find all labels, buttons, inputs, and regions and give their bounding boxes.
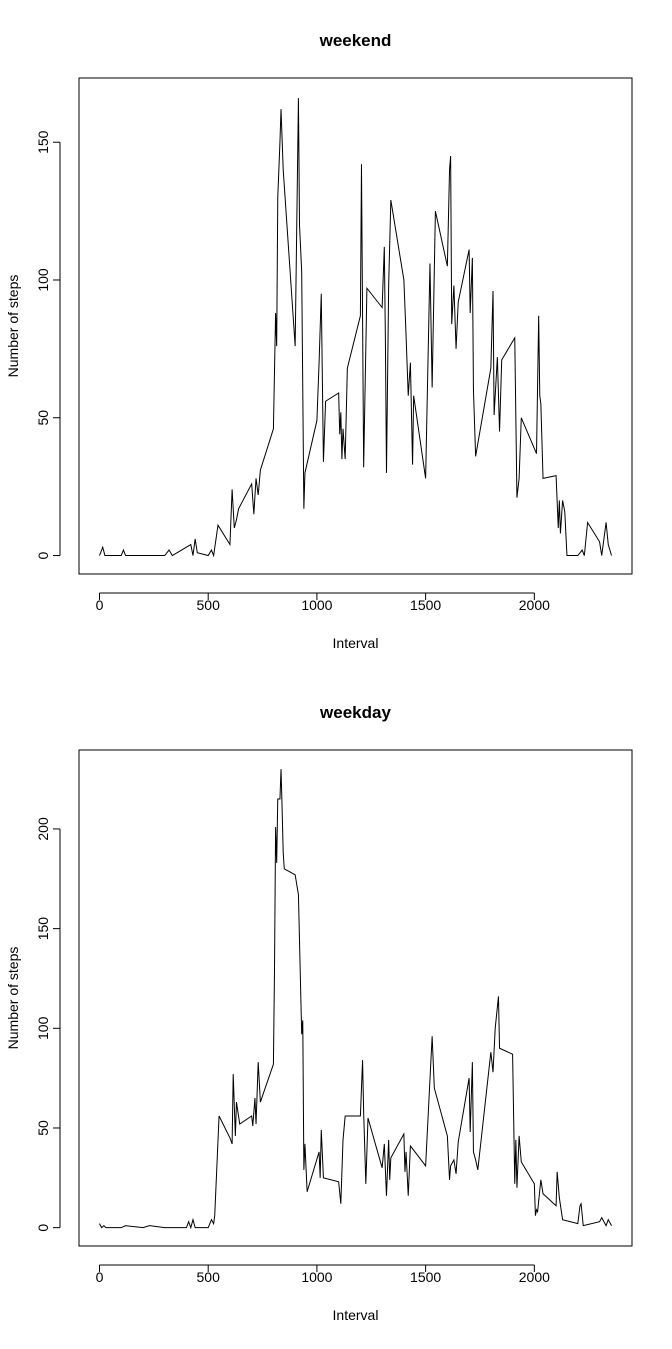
x-tick-label: 500 [197,597,221,613]
x-tick-label: 0 [96,1269,104,1285]
y-tick-label: 50 [35,1120,51,1136]
chart-title: weekday [319,703,391,722]
y-tick-label: 0 [35,1224,51,1232]
x-tick-label: 1000 [301,597,332,613]
plot-frame [78,749,633,1247]
y-tick-label: 100 [35,268,51,292]
chart-title: weekend [319,31,392,50]
y-tick-label: 0 [35,551,51,559]
x-tick-label: 2000 [519,1269,550,1285]
y-tick-label: 50 [35,410,51,426]
y-tick-label: 150 [35,130,51,154]
x-tick-label: 0 [96,597,104,613]
y-tick-label: 150 [35,917,51,941]
x-tick-label: 2000 [519,597,550,613]
x-tick-label: 1500 [410,597,441,613]
x-tick-label: 1000 [301,1269,332,1285]
x-tick-label: 500 [197,1269,221,1285]
data-line [99,98,612,558]
x-tick-label: 1500 [410,1269,441,1285]
data-line [99,769,612,1230]
y-tick-label: 200 [35,817,51,841]
y-axis-label: Number of steps [5,275,21,378]
y-tick-label: 100 [35,1016,51,1040]
x-axis-label: Interval [333,1307,379,1323]
y-axis-label: Number of steps [5,947,21,1050]
plot-frame [78,77,633,575]
x-axis-label: Interval [333,635,379,651]
